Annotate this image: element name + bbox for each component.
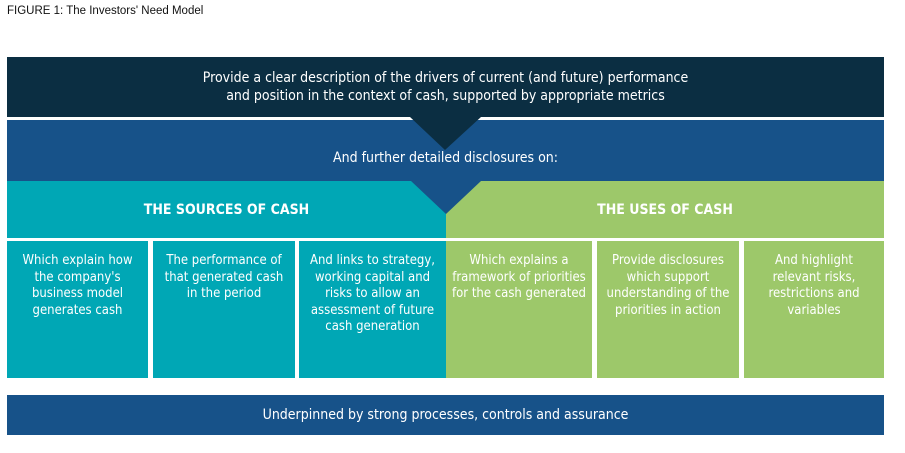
bottom-band: Underpinned by strong processes, control…: [7, 395, 884, 435]
top-line-1: Provide a clear description of the drive…: [202, 70, 689, 86]
uses-item: Which explains a framework of priorities…: [446, 241, 592, 378]
uses-item: And highlight relevant risks, restrictio…: [744, 241, 884, 378]
sources-item: And links to strategy, working capital a…: [299, 241, 446, 378]
top-band: Provide a clear description of the drive…: [7, 57, 884, 117]
top-arrow: [410, 117, 481, 150]
middle-arrow: [411, 181, 481, 214]
uses-heading: THE USES OF CASH: [446, 181, 884, 238]
sources-item: The performance of that generated cash i…: [153, 241, 295, 378]
sources-item: Which explain how the company's business…: [7, 241, 148, 378]
uses-item: Provide disclosures which support unders…: [597, 241, 739, 378]
sources-heading: THE SOURCES OF CASH: [7, 181, 446, 238]
top-line-2: and position in the context of cash, sup…: [226, 88, 665, 104]
figure-title: FIGURE 1: The Investors' Need Model: [7, 5, 204, 17]
